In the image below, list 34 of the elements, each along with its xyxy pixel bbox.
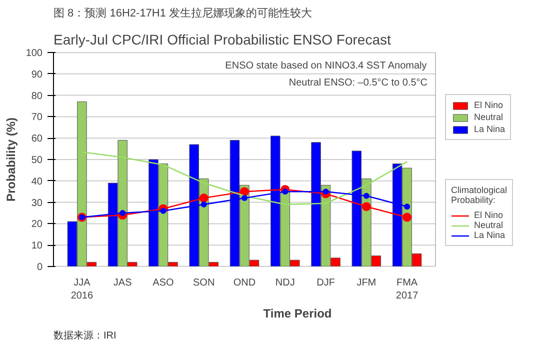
legend-label: El Nino: [474, 100, 504, 110]
y-tick-label: 60: [31, 134, 43, 145]
y-tick-label: 40: [31, 176, 43, 188]
annotation: Neutral ENSO: –0.5°C to 0.5°C: [288, 78, 428, 88]
x-tick-label: OND: [233, 278, 256, 288]
x-tick-label: DJF: [316, 278, 335, 288]
y-tick-label: 0: [36, 262, 43, 273]
y-tick-label: 100: [26, 48, 43, 59]
legend-label: El Nino: [474, 210, 504, 220]
y-tick-label: 90: [31, 69, 43, 80]
y-tick-label: 20: [31, 219, 43, 230]
chart-subtitle: Early-Jul CPC/IRI Official Probabilistic ENSO Forecast: [54, 32, 391, 48]
annotation: ENSO state based on NINO3.4 SST Anomaly: [225, 60, 427, 72]
y-tick-label: 10: [31, 240, 43, 252]
x-tick-label: NDJ: [275, 278, 295, 288]
legend-label: La Nina: [474, 230, 506, 240]
y-axis-title: Probability (%): [4, 117, 18, 202]
x-tick-label: FMA 2017: [396, 278, 419, 302]
source-note: 数据来源：IRI: [54, 330, 116, 342]
legend-label: Neutral: [474, 220, 504, 230]
x-tick-label: ASO: [152, 278, 174, 288]
legend-title: Climatological Probability:: [451, 185, 508, 205]
legend-label: Neutral: [474, 112, 504, 122]
y-tick-label: 50: [31, 155, 43, 166]
x-tick-label: SON: [193, 278, 215, 288]
y-tick-label: 70: [31, 112, 43, 124]
x-tick-label: JFM: [356, 278, 376, 288]
x-tick-label: JJA 2016: [70, 278, 94, 302]
chart-title: 图 8：预测 16H2-17H1 发生拉尼娜现象的可能性较大: [54, 6, 312, 20]
x-tick-label: JAS: [113, 278, 132, 288]
legend-label: La Nina: [474, 124, 506, 134]
x-axis-title: Time Period: [263, 306, 332, 321]
y-tick-label: 80: [31, 90, 43, 102]
y-tick-label: 30: [31, 198, 43, 209]
